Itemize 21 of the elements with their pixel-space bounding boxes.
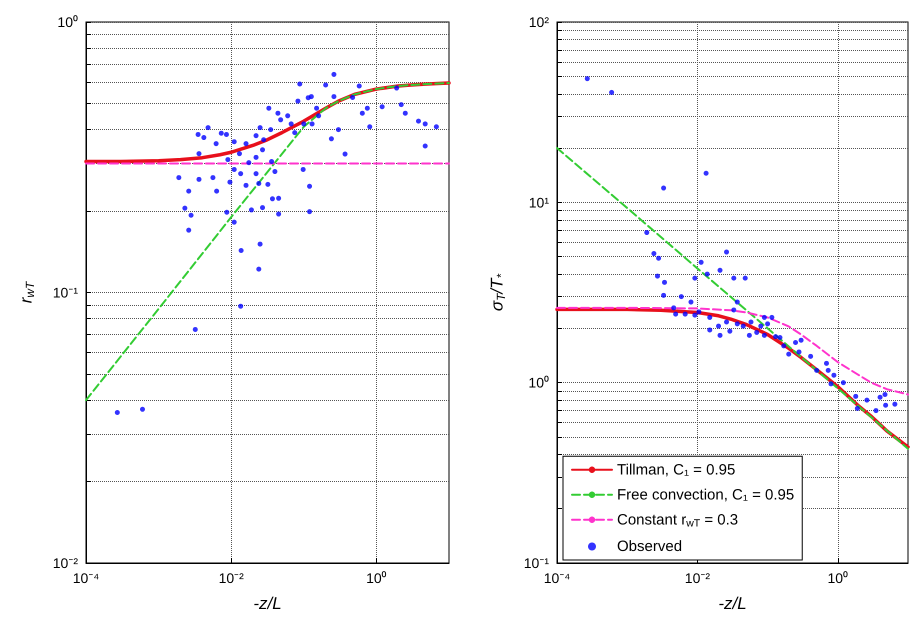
y-axis-title: rwT [16,281,37,304]
legend-label: Free convection, C₁ = 0.95 [617,486,794,504]
y-tick-label: 10¹ [528,194,550,210]
y-axis-title: σT/T* [487,274,508,312]
y-tick-label: 10⁰ [57,14,78,30]
x-tick-label: 10⁰ [828,570,848,586]
x-tick-label: 10⁻⁴ [72,570,100,586]
y-tick-label: 10⁻¹ [52,284,78,300]
x-tick-label: 10⁻⁴ [544,570,570,586]
legend-label: Tillman, C₁ = 0.95 [617,461,736,478]
y-tick-label: 10⁻¹ [524,555,550,571]
x-tick-label: 10⁻² [684,570,710,586]
x-axis-title: -z/L [253,594,282,613]
y-tick-label: 10⁻² [52,555,78,571]
legend-label: Observed [617,538,682,555]
y-tick-label: 10⁰ [528,374,549,391]
x-tick-label: 10⁻² [218,570,244,586]
y-tick-label: 10² [528,14,550,30]
line-series [556,147,909,450]
x-axis-title: -z/L [718,594,747,613]
x-tick-label: 10⁰ [366,570,387,586]
